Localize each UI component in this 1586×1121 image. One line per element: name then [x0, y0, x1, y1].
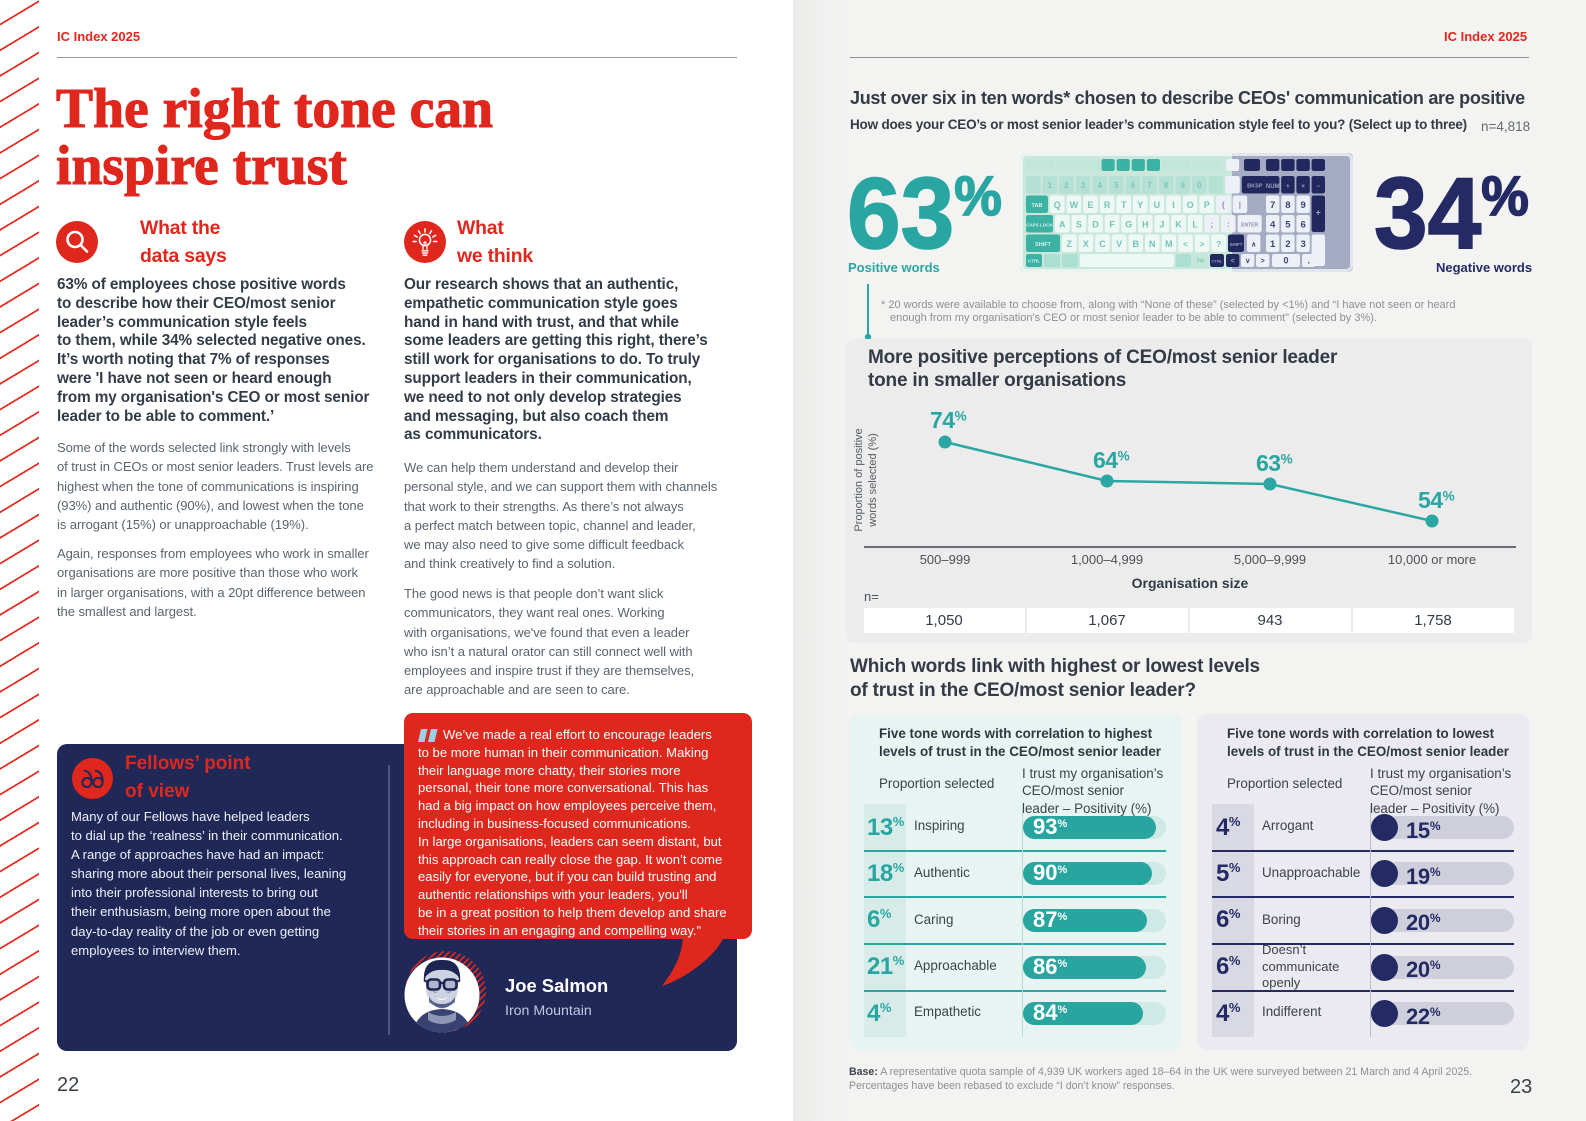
- svg-text:TAB: TAB: [1032, 203, 1043, 209]
- svg-text:B: B: [1132, 239, 1139, 249]
- svg-text:>: >: [1200, 240, 1205, 249]
- svg-text:2: 2: [1064, 181, 1069, 190]
- svg-text:{: {: [1222, 201, 1225, 210]
- svg-text:;: ;: [1210, 220, 1213, 229]
- svg-text:0: 0: [1283, 256, 1288, 266]
- svg-text:Proportion of positive: Proportion of positive: [853, 428, 865, 531]
- svg-text:J: J: [1159, 219, 1164, 229]
- svg-text:V: V: [1116, 239, 1122, 249]
- svg-text:L: L: [1192, 219, 1198, 229]
- svg-text:54%: 54%: [1418, 487, 1455, 513]
- svg-text:1,000–4,999: 1,000–4,999: [1071, 552, 1143, 567]
- svg-text:10,000 or more: 10,000 or more: [1388, 552, 1476, 567]
- svg-text:>: >: [1261, 258, 1265, 265]
- svg-text:n=: n=: [864, 589, 879, 604]
- svg-text:6: 6: [1131, 181, 1136, 190]
- svg-text:Q: Q: [1054, 200, 1061, 210]
- svg-text:∧: ∧: [1251, 242, 1256, 249]
- svg-text:CTRL: CTRL: [1028, 259, 1040, 264]
- svg-text:64%: 64%: [1093, 447, 1130, 473]
- svg-text:<: <: [1183, 240, 1188, 249]
- svg-text:S: S: [1076, 219, 1082, 229]
- svg-text:7: 7: [1147, 181, 1152, 190]
- svg-text:9: 9: [1180, 181, 1185, 190]
- svg-text:X: X: [1083, 239, 1089, 249]
- svg-text:?: ?: [1216, 240, 1221, 249]
- svg-text:∨: ∨: [1245, 258, 1250, 265]
- svg-text:1,067: 1,067: [1088, 612, 1126, 629]
- svg-text:BKSP: BKSP: [1247, 184, 1263, 190]
- svg-text:CTRL: CTRL: [1212, 259, 1223, 264]
- svg-text:1: 1: [1048, 181, 1053, 190]
- svg-text:T: T: [1121, 200, 1127, 210]
- svg-text:M: M: [1165, 239, 1173, 249]
- svg-text:<: <: [1231, 258, 1235, 265]
- svg-text:9: 9: [1300, 200, 1305, 211]
- svg-text:U: U: [1154, 200, 1161, 210]
- svg-text:C: C: [1099, 239, 1106, 249]
- svg-text:4: 4: [1270, 220, 1276, 231]
- svg-text:−: −: [1317, 184, 1321, 190]
- svg-text:E: E: [1087, 200, 1093, 210]
- svg-text:1,050: 1,050: [925, 612, 963, 629]
- svg-text:2: 2: [1285, 239, 1290, 250]
- svg-text:Y: Y: [1137, 200, 1143, 210]
- svg-text:ENTER: ENTER: [1241, 223, 1258, 229]
- svg-text:G: G: [1125, 219, 1132, 229]
- svg-text:FN: FN: [1197, 259, 1204, 265]
- svg-text:words selected (%): words selected (%): [867, 433, 879, 528]
- svg-text:A: A: [1059, 219, 1066, 229]
- svg-text:5: 5: [1285, 220, 1291, 231]
- svg-text:943: 943: [1257, 612, 1282, 629]
- svg-text:I: I: [1172, 200, 1175, 210]
- svg-text:O: O: [1187, 200, 1194, 210]
- svg-text:Organisation size: Organisation size: [1132, 575, 1249, 591]
- svg-text:SHIFT: SHIFT: [1035, 242, 1052, 248]
- svg-text:N: N: [1149, 239, 1156, 249]
- svg-text:K: K: [1175, 219, 1182, 229]
- svg-text:+: +: [1286, 184, 1290, 190]
- svg-text:4: 4: [1097, 181, 1102, 190]
- svg-text:6: 6: [1300, 220, 1305, 231]
- svg-text:F: F: [1109, 219, 1115, 229]
- svg-text:63%: 63%: [1256, 450, 1293, 476]
- svg-text:P: P: [1204, 200, 1210, 210]
- svg-text:×: ×: [1301, 184, 1305, 190]
- svg-text:0: 0: [1197, 181, 1202, 190]
- svg-text:1,758: 1,758: [1414, 612, 1452, 629]
- svg-text:R: R: [1104, 200, 1111, 210]
- svg-text:1: 1: [1270, 239, 1276, 250]
- svg-text:|: |: [1239, 201, 1241, 210]
- svg-text:5: 5: [1114, 181, 1119, 190]
- svg-text:7: 7: [1270, 200, 1275, 211]
- svg-text:5,000–9,999: 5,000–9,999: [1234, 552, 1306, 567]
- svg-text:Z: Z: [1067, 239, 1073, 249]
- svg-text:8: 8: [1285, 200, 1290, 211]
- svg-text:3: 3: [1081, 181, 1086, 190]
- svg-text:.: .: [1307, 256, 1310, 266]
- svg-text:500–999: 500–999: [920, 552, 971, 567]
- svg-text:W: W: [1070, 200, 1079, 210]
- svg-text:3: 3: [1300, 239, 1305, 250]
- svg-text:CAPS LOCK: CAPS LOCK: [1026, 223, 1053, 228]
- svg-text:8: 8: [1164, 181, 1169, 190]
- svg-text:D: D: [1092, 219, 1099, 229]
- svg-text:+: +: [1316, 208, 1321, 218]
- svg-text:NUM: NUM: [1266, 184, 1280, 190]
- svg-text::: :: [1227, 220, 1230, 229]
- svg-text:H: H: [1142, 219, 1149, 229]
- svg-text:74%: 74%: [930, 407, 967, 433]
- svg-text:SHIFT: SHIFT: [1230, 242, 1243, 247]
